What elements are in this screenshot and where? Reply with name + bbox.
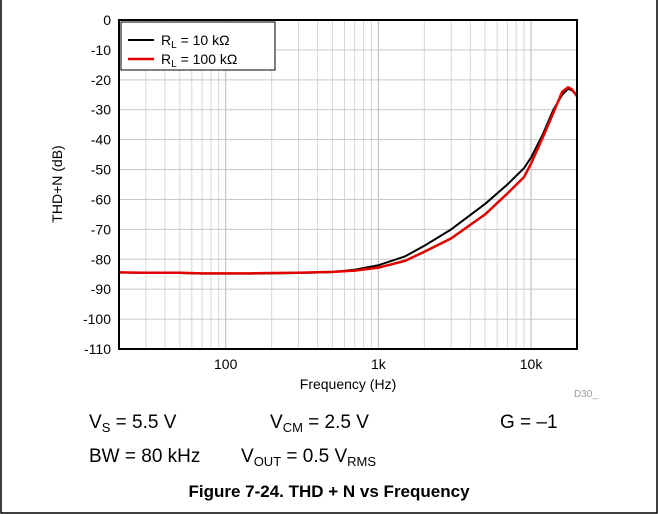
figure-code: D30_	[574, 389, 598, 400]
plot-area-border	[118, 19, 578, 350]
y-tick-label: -110	[84, 341, 111, 357]
condition-bw: BW = 80 kHz	[89, 446, 200, 467]
series-line-rl-10k	[118, 87, 578, 275]
condition-vs: VS = 5.5 V	[89, 412, 177, 435]
series-line-rl-100k	[117, 86, 579, 275]
legend-box	[120, 21, 276, 71]
y-tick-label: -30	[91, 102, 111, 118]
legend-label-100k: RL = 100 kΩ	[161, 51, 237, 70]
legend: RL = 10 kΩ RL = 100 kΩ	[120, 21, 276, 71]
y-tick-label: -100	[83, 311, 111, 327]
y-tick-label: -20	[91, 72, 111, 88]
y-axis-label: THD+N (dB)	[49, 145, 65, 222]
figure-caption: Figure 7-24. THD + N vs Frequency	[188, 482, 470, 501]
x-tick-labels: 100 1k 10k	[214, 356, 543, 372]
y-tick-label: -80	[91, 251, 111, 267]
condition-vcm: VCM = 2.5 V	[270, 412, 369, 435]
y-tick-labels: 0 -10 -20 -30 -40 -50 -60 -70 -80 -90 -100 -110	[83, 12, 111, 357]
condition-vout: VOUT = 0.5 VRMS	[241, 446, 376, 469]
y-tick-label: -60	[91, 191, 111, 207]
y-tick-label: -40	[91, 132, 111, 148]
y-tick-label: -50	[91, 162, 111, 178]
x-tick-label: 100	[214, 356, 238, 372]
condition-gain: G = –1	[500, 412, 558, 433]
y-tick-label: -70	[91, 221, 111, 237]
x-tick-label: 1k	[371, 356, 387, 372]
x-axis-label: Frequency (Hz)	[300, 376, 396, 392]
x-tick-label: 10k	[520, 356, 544, 372]
series-lines	[117, 86, 579, 275]
y-tick-label: -90	[91, 281, 111, 297]
y-tick-label: -10	[91, 42, 111, 58]
y-tick-label: 0	[103, 12, 111, 28]
legend-label-10k: RL = 10 kΩ	[161, 32, 230, 51]
